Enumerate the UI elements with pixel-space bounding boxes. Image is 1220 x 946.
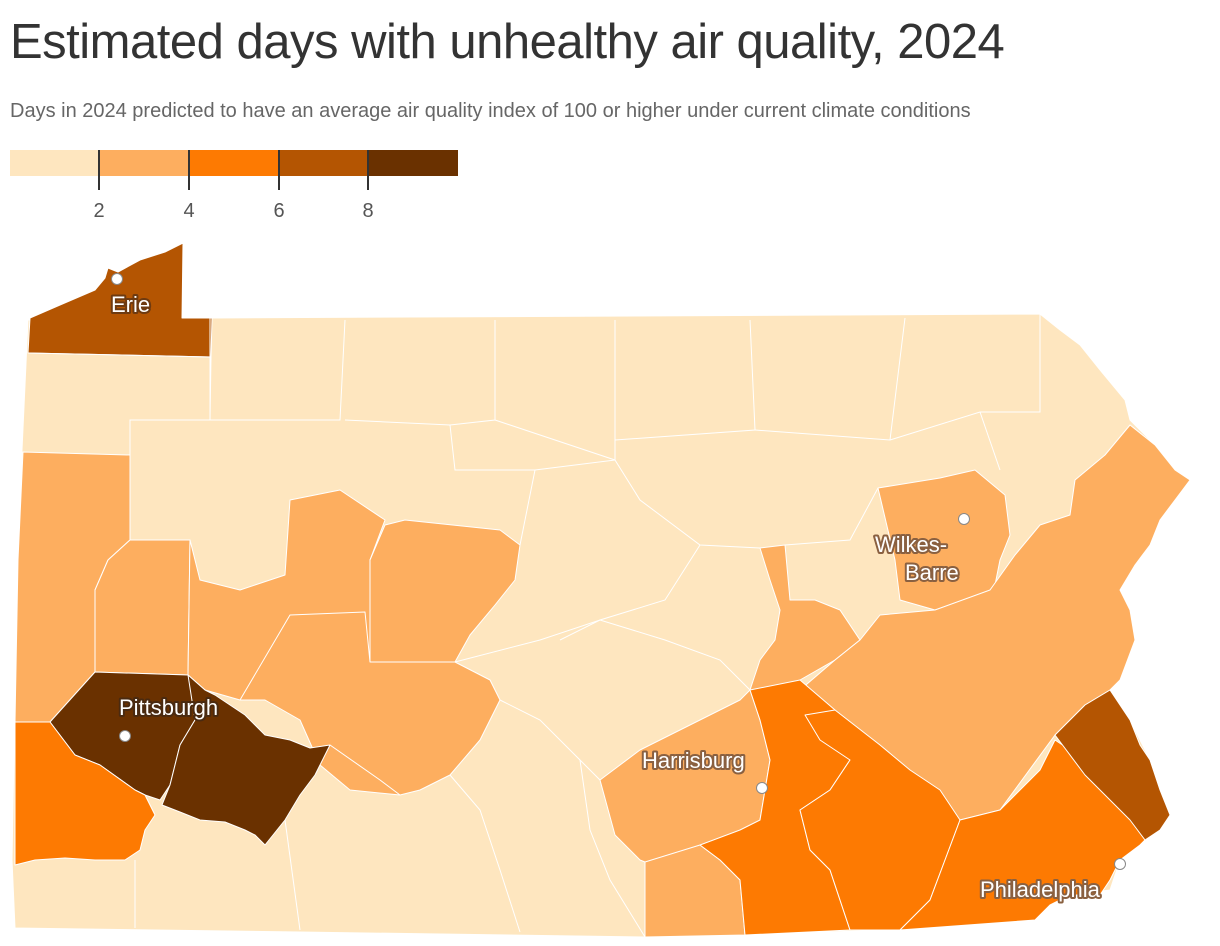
- city-markers: [111, 273, 1126, 870]
- legend-bar: [10, 150, 458, 176]
- county-butler: [94, 539, 191, 676]
- erie-marker: [111, 273, 123, 285]
- county-borders: [27, 314, 1041, 938]
- wilkes-barre-label-line2: Barre: [905, 560, 959, 585]
- erie-label: Erie: [111, 292, 150, 317]
- county-erie: [27, 242, 213, 358]
- legend-bin-2-4: [99, 150, 190, 176]
- legend-bin-6-8: [278, 150, 369, 176]
- legend-bin-8-plus: [368, 150, 458, 176]
- color-legend: 2 4 6 8: [10, 150, 458, 222]
- county-bucks: [1054, 689, 1171, 841]
- county-chester-montgomery-delaware: [899, 739, 1156, 931]
- legend-bin-0-2: [10, 150, 100, 176]
- chart-subtitle: Days in 2024 predicted to have an averag…: [10, 100, 971, 122]
- pittsburgh-marker: [119, 730, 131, 742]
- county-washington: [14, 721, 156, 866]
- legend-tick: [188, 150, 190, 190]
- chart-title: Estimated days with unhealthy air qualit…: [10, 15, 1005, 69]
- legend-tick-label: 2: [93, 200, 105, 222]
- county-cambria-blair: [239, 611, 501, 796]
- legend-tick: [98, 150, 100, 190]
- legend-tick: [367, 150, 369, 190]
- harrisburg-label: Harrisburg: [642, 748, 745, 773]
- wilkes-barre-marker: [958, 513, 970, 525]
- philadelphia-label: Philadelphia: [980, 877, 1101, 902]
- legend-tick-label: 8: [362, 200, 374, 222]
- legend-tick: [278, 150, 280, 190]
- legend-tick-label: 6: [273, 200, 285, 222]
- pittsburgh-label: Pittsburgh: [119, 695, 218, 720]
- legend-tick-label: 4: [183, 200, 195, 222]
- philadelphia-marker: [1114, 858, 1126, 870]
- harrisburg-marker: [756, 782, 768, 794]
- legend-bin-4-6: [189, 150, 279, 176]
- wilkes-barre-label-line1: Wilkes-: [875, 532, 947, 557]
